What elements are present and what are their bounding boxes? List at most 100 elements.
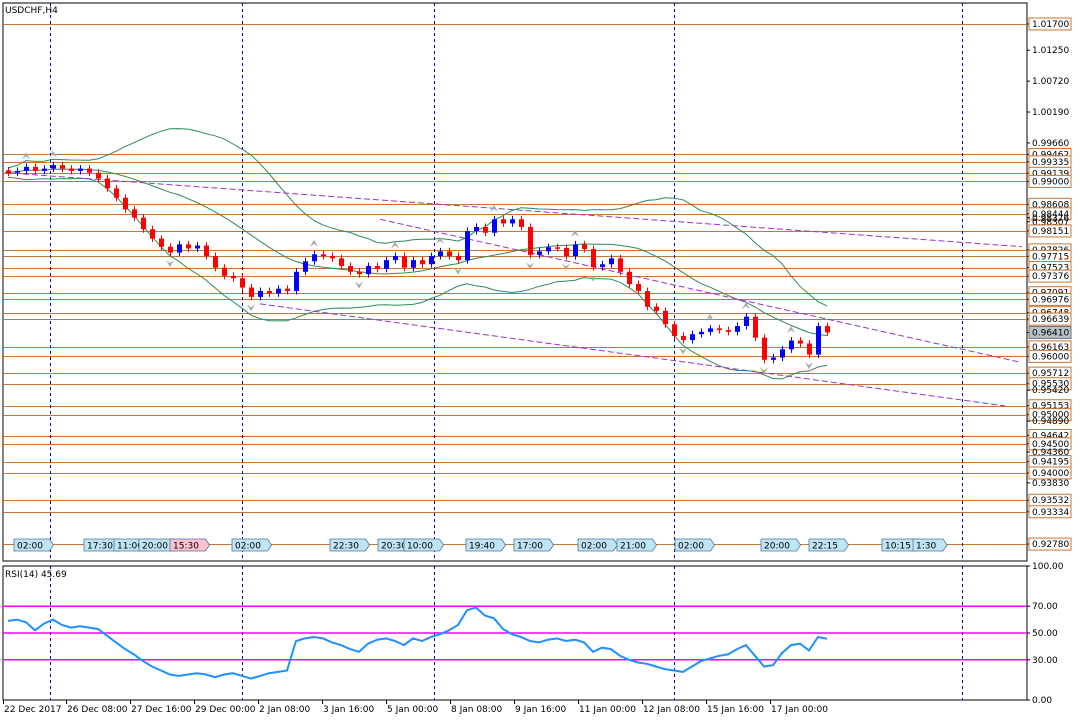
candle-body bbox=[573, 244, 578, 257]
candle-body bbox=[177, 244, 182, 253]
time-annotation-box bbox=[13, 538, 54, 552]
fractal-down-marker bbox=[166, 260, 174, 268]
candle-body bbox=[60, 165, 65, 169]
price-tick-label: 1.01700 bbox=[1032, 20, 1069, 30]
time-annotation-box bbox=[169, 538, 210, 552]
candle-body bbox=[528, 226, 533, 255]
time-annotation-label: 19:40 bbox=[469, 542, 495, 552]
fractal-down-marker bbox=[247, 304, 255, 312]
price-tick-label: 0.95530 bbox=[1032, 380, 1069, 390]
fractal-up-marker bbox=[787, 326, 795, 334]
level-price-box bbox=[1028, 292, 1072, 306]
trend-line bbox=[379, 218, 1021, 363]
candle-body bbox=[591, 249, 596, 268]
trend-line bbox=[4, 172, 1023, 248]
candle-body bbox=[600, 264, 605, 268]
candle-body bbox=[168, 246, 173, 253]
candle-body bbox=[771, 357, 776, 360]
candle-body bbox=[663, 310, 668, 325]
level-price-box bbox=[1028, 269, 1072, 283]
candle-body bbox=[609, 258, 614, 265]
time-annotation-label: 17:30 bbox=[87, 542, 113, 552]
time-axis-label: 9 Jan 16:00 bbox=[515, 705, 567, 715]
price-tick-label: 0.95000 bbox=[1032, 411, 1069, 421]
candle-body bbox=[825, 326, 830, 333]
candle-body bbox=[564, 247, 569, 257]
price-panel-frame bbox=[2, 2, 1028, 562]
candle-body bbox=[519, 219, 524, 227]
price-tick-label: 1.00190 bbox=[1032, 108, 1069, 118]
candle-body bbox=[708, 328, 713, 332]
candle-body bbox=[798, 340, 803, 344]
candle-body bbox=[6, 170, 11, 173]
price-tick-label: 0.95420 bbox=[1032, 386, 1069, 396]
level-price-box bbox=[1028, 224, 1072, 238]
time-annotation-box bbox=[808, 538, 849, 552]
candle-body bbox=[717, 328, 722, 331]
rsi-tick-label: 30.00 bbox=[1032, 656, 1058, 666]
candle-body bbox=[267, 291, 272, 294]
candle-body bbox=[231, 275, 236, 279]
candle-body bbox=[321, 254, 326, 257]
candle-body bbox=[258, 291, 263, 297]
candle-body bbox=[69, 168, 74, 171]
time-annotation-box bbox=[616, 538, 657, 552]
time-annotation-label: 1:30 bbox=[916, 542, 936, 552]
price-tick-label: 0.99335 bbox=[1032, 158, 1069, 168]
candle-body bbox=[105, 178, 110, 189]
rsi-tick-label: 0.00 bbox=[1032, 696, 1052, 706]
candle-body bbox=[618, 258, 623, 272]
candle-body bbox=[141, 217, 146, 230]
candle-body bbox=[645, 291, 650, 307]
time-annotation-label: 20:30 bbox=[381, 542, 407, 552]
price-tick-label: 0.97715 bbox=[1032, 252, 1069, 262]
price-tick-label: 0.99139 bbox=[1032, 169, 1069, 179]
time-axis-label: 11 Jan 00:00 bbox=[579, 705, 636, 715]
price-tick-label: 0.97523 bbox=[1032, 264, 1069, 274]
candle-body bbox=[546, 247, 551, 252]
price-tick-label: 0.94642 bbox=[1032, 432, 1069, 442]
candle-body bbox=[438, 251, 443, 257]
time-annotation-label: 02:00 bbox=[17, 542, 43, 552]
candle-body bbox=[762, 337, 767, 360]
price-tick-label: 0.99000 bbox=[1032, 177, 1069, 187]
candle-body bbox=[132, 209, 137, 218]
candle-body bbox=[753, 316, 758, 338]
candle-body bbox=[51, 165, 56, 169]
level-price-box bbox=[1028, 174, 1072, 188]
fractal-up-marker bbox=[706, 313, 714, 321]
candle-body bbox=[96, 172, 101, 179]
fractal-up-marker bbox=[49, 150, 57, 158]
candle-body bbox=[114, 188, 119, 198]
candle-body bbox=[123, 197, 128, 210]
price-tick-label: 0.96163 bbox=[1032, 343, 1069, 353]
candle-body bbox=[681, 335, 686, 341]
price-tick-label: 0.98307 bbox=[1032, 218, 1069, 228]
candle-body bbox=[375, 265, 380, 269]
current-price-label: 0.96410 bbox=[1032, 328, 1069, 338]
time-axis-label: 8 Jan 08:00 bbox=[451, 705, 503, 715]
price-tick-label: 1.00720 bbox=[1032, 77, 1069, 87]
time-axis-label: 29 Dec 00:00 bbox=[195, 705, 256, 715]
time-annotation-label: 22:15 bbox=[812, 542, 838, 552]
level-price-box bbox=[1028, 17, 1072, 31]
price-tick-label: 0.99660 bbox=[1032, 139, 1069, 149]
time-annotation-label: 10:00 bbox=[407, 542, 433, 552]
time-axis-label: 12 Jan 08:00 bbox=[643, 705, 700, 715]
price-tick-label: 0.96976 bbox=[1032, 295, 1069, 305]
candle-body bbox=[654, 306, 659, 311]
price-tick-label: 0.94195 bbox=[1032, 458, 1069, 468]
bollinger-upper bbox=[7, 128, 828, 307]
candle-body bbox=[483, 226, 488, 233]
fractal-down-marker bbox=[526, 262, 534, 270]
time-annotation-label: 20:00 bbox=[142, 542, 168, 552]
candle-body bbox=[213, 256, 218, 268]
candle-body bbox=[672, 324, 677, 336]
time-annotation-box bbox=[465, 538, 506, 552]
rsi-line bbox=[7, 606, 828, 680]
time-axis-label: 2 Jan 08:00 bbox=[259, 705, 311, 715]
candle-body bbox=[474, 226, 479, 231]
price-tick-label: 0.96639 bbox=[1032, 315, 1069, 325]
candle-body bbox=[726, 330, 731, 332]
price-tick-label: 0.93532 bbox=[1032, 496, 1069, 506]
